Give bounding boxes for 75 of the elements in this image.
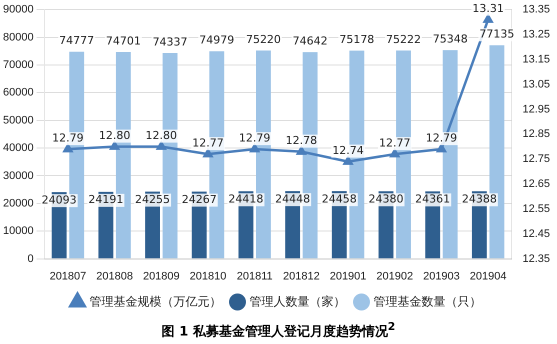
point — [436, 144, 446, 152]
data-label: 24191 — [88, 193, 124, 206]
point — [343, 156, 353, 165]
point — [390, 148, 400, 158]
x-tick-label: 201807 — [50, 270, 86, 282]
data-label: 24380 — [368, 192, 404, 206]
y2-tick-label: 12.75 — [522, 153, 550, 166]
y-tick-label: 80000 — [2, 31, 34, 44]
data-label: 12.79 — [52, 132, 84, 145]
y2-tick-label: 13.25 — [522, 28, 550, 41]
y2-tick-label: 13.05 — [522, 78, 550, 90]
point — [63, 144, 73, 152]
data-label: 24267 — [182, 192, 217, 206]
y-tick-label: 0 — [27, 252, 34, 265]
point — [156, 141, 166, 150]
data-label: 12.80 — [146, 129, 178, 142]
data-label: 74642 — [292, 34, 328, 48]
data-label: 74337 — [152, 35, 188, 48]
data-label: 75348 — [432, 32, 468, 46]
data-label: 24255 — [135, 193, 170, 206]
legend-label: 管理人数量（家） — [250, 294, 346, 308]
y2-tick-label: 12.35 — [522, 252, 550, 265]
x-tick-label: 201808 — [96, 270, 133, 282]
y-tick-label: 50000 — [2, 114, 34, 126]
data-label: 24361 — [415, 192, 450, 206]
y-tick-label: 10000 — [2, 225, 34, 238]
y-tick-label: 90000 — [2, 4, 34, 16]
x-tick-label: 201903 — [423, 270, 460, 282]
point — [483, 14, 493, 23]
y-tick-label: 20000 — [2, 197, 34, 210]
x-tick-label: 201902 — [376, 270, 414, 282]
y2-tick-label: 12.95 — [522, 103, 550, 116]
y2-tick-label: 12.65 — [522, 178, 550, 190]
data-label: 74777 — [59, 34, 94, 48]
y2-tick-label: 12.55 — [522, 202, 550, 215]
data-label: 12.74 — [332, 144, 364, 157]
x-tick-label: 201901 — [330, 270, 366, 282]
point — [296, 146, 306, 155]
point — [203, 148, 213, 158]
data-label: 24458 — [322, 192, 357, 206]
data-label: 12.77 — [192, 136, 224, 150]
data-label: 12.79 — [238, 132, 270, 145]
data-label: 24418 — [228, 192, 264, 206]
data-label: 12.80 — [98, 129, 130, 142]
text: 图 1 私募基金管理人登记月度趋势情况$^{2}$ — [160, 320, 396, 340]
y2-tick-label: 13.15 — [522, 53, 550, 66]
data-label: 24388 — [462, 192, 497, 206]
x-tick-label: 201904 — [470, 270, 506, 282]
y-tick-label: 30000 — [2, 170, 34, 182]
x-tick-label: 201809 — [142, 270, 180, 282]
y2-tick-label: 12.85 — [522, 128, 550, 140]
data-label: 24448 — [275, 192, 310, 206]
data-label: 75222 — [386, 32, 422, 46]
y2-tick-label: 13.35 — [522, 4, 550, 16]
x-tick-label: 201812 — [283, 270, 320, 282]
data-label: 24093 — [42, 193, 77, 206]
x-tick-label: 201810 — [190, 270, 226, 282]
data-label: 75220 — [246, 32, 281, 46]
data-label: 12.78 — [286, 134, 318, 148]
y-tick-label: 70000 — [2, 59, 34, 72]
data-label: 74701 — [106, 34, 141, 48]
data-label: 12.79 — [426, 132, 458, 145]
data-label: 75178 — [339, 33, 374, 46]
point — [110, 141, 120, 150]
point — [250, 144, 260, 152]
y2-tick-label: 12.45 — [522, 228, 550, 240]
data-label: 74979 — [199, 34, 234, 47]
legend-label: 管理基金数量（只） — [374, 294, 482, 308]
data-label: 13.31 — [472, 2, 504, 15]
x-tick-label: 201811 — [236, 270, 273, 282]
y-tick-label: 40000 — [2, 142, 34, 154]
data-label: 12.77 — [379, 136, 410, 150]
legend-label: 管理基金规模（万亿元） — [90, 294, 222, 308]
y-tick-label: 60000 — [2, 86, 34, 99]
data-label: 77135 — [479, 28, 514, 41]
